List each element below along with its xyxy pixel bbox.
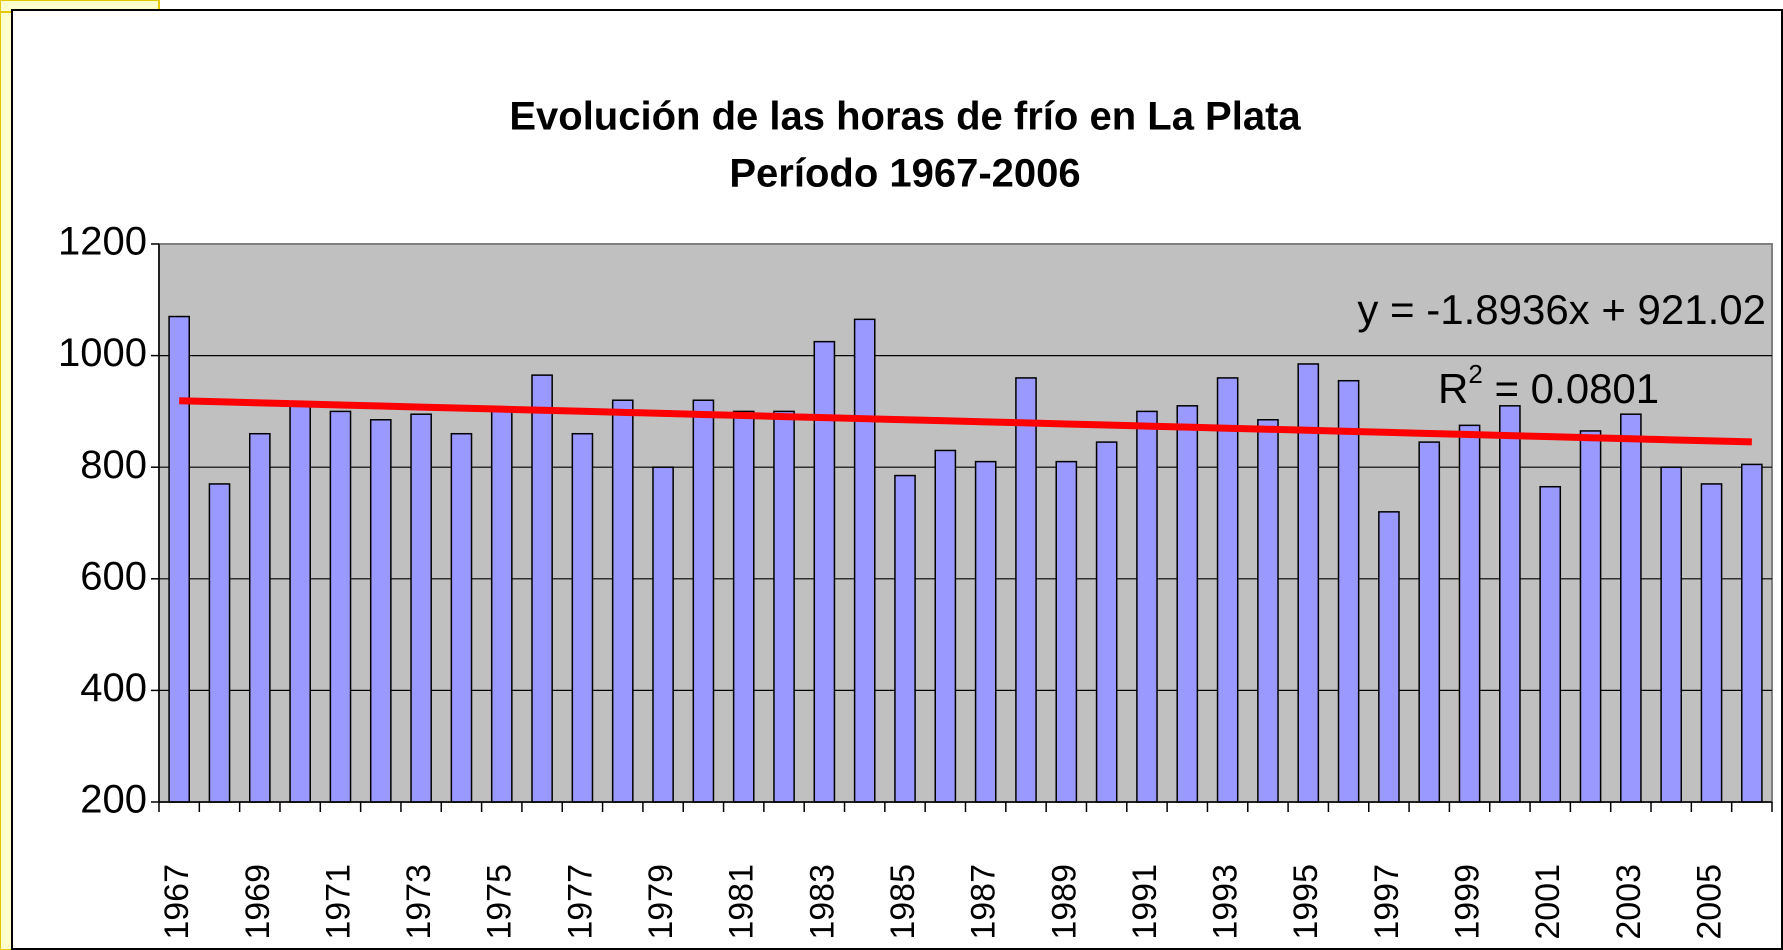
- x-tick-label: 1973: [400, 864, 438, 940]
- bar: [1015, 377, 1037, 803]
- bar: [450, 432, 473, 803]
- equation: y = -1.8936x + 921.02: [1357, 286, 1766, 333]
- side-strip: [0, 0, 13, 950]
- bar: [773, 410, 795, 803]
- x-tick-label: 1983: [803, 864, 841, 940]
- chart-title: Evolución de las horas de frío en La Pla…: [509, 95, 1301, 139]
- x-tick-label: 2003: [1610, 864, 1648, 940]
- chart-subtitle: Período 1967-2006: [729, 152, 1080, 196]
- r-symbol: R: [1438, 365, 1468, 412]
- r-squared: R2 = 0.0801: [1438, 359, 1659, 412]
- bar: [692, 399, 715, 803]
- bar: [329, 410, 352, 803]
- bar: [289, 405, 311, 803]
- x-tick-label: 1969: [239, 864, 277, 940]
- x-tick-label: 2001: [1529, 864, 1567, 940]
- bar: [1499, 405, 1521, 803]
- bar: [1136, 410, 1158, 803]
- x-tick-label: 1987: [965, 864, 1003, 940]
- bar: [652, 466, 674, 803]
- bar: [732, 410, 755, 803]
- bar: [1378, 511, 1400, 803]
- x-tick-label: 1971: [319, 864, 357, 940]
- x-tick-label: 1977: [561, 864, 599, 940]
- x-tick-label: 1995: [1287, 864, 1325, 940]
- y-tick-label: 800: [80, 443, 147, 487]
- bar: [1539, 485, 1562, 803]
- r-value: = 0.0801: [1483, 365, 1659, 412]
- bar: [1741, 463, 1763, 803]
- bar: [571, 432, 594, 803]
- bar: [611, 399, 634, 803]
- bar: [974, 460, 997, 803]
- bar: [1458, 424, 1481, 803]
- x-tick-label: 1999: [1449, 864, 1487, 940]
- trend-line: [179, 397, 1752, 446]
- y-tick-label: 400: [80, 666, 147, 710]
- r-exponent: 2: [1468, 359, 1482, 389]
- bar: [168, 315, 190, 803]
- bar: [1095, 441, 1118, 803]
- y-tick-label: 200: [80, 778, 147, 822]
- x-tick-label: 2005: [1690, 864, 1728, 940]
- x-tick-label: 1993: [1207, 864, 1245, 940]
- x-tick-label: 1989: [1045, 864, 1083, 940]
- bar: [1660, 466, 1683, 803]
- bar: [248, 432, 271, 803]
- x-tick-label: 1975: [481, 864, 519, 940]
- bar: [1337, 379, 1360, 803]
- bar: [1216, 377, 1239, 803]
- x-tick-label: 1979: [642, 864, 680, 940]
- x-tick-label: 1997: [1368, 864, 1406, 940]
- x-tick-label: 1981: [723, 864, 761, 940]
- y-tick-label: 1000: [58, 331, 147, 375]
- bar: [1257, 419, 1279, 803]
- bar: [934, 449, 957, 803]
- x-tick-label: 1991: [1126, 864, 1164, 940]
- bar: [369, 419, 392, 803]
- bar: [531, 374, 553, 803]
- x-tick-label: 1985: [884, 864, 922, 940]
- bar: [410, 413, 432, 803]
- bar: [1579, 430, 1602, 803]
- bar: [1418, 441, 1441, 803]
- y-tick-label: 1200: [58, 220, 147, 264]
- y-tick-label: 600: [80, 554, 147, 598]
- bar: [813, 340, 836, 803]
- bar: [1620, 413, 1642, 803]
- bar: [1176, 405, 1199, 803]
- bar: [894, 474, 916, 803]
- bar: [490, 407, 513, 803]
- bar: [1700, 483, 1723, 803]
- bar: [853, 318, 876, 803]
- bar: [208, 483, 231, 803]
- x-tick-label: 1967: [158, 864, 196, 940]
- bar: [1055, 460, 1078, 803]
